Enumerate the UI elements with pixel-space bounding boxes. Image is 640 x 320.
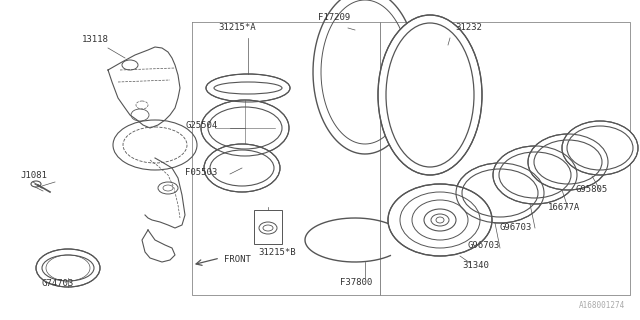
Ellipse shape	[456, 163, 544, 223]
Text: FRONT: FRONT	[224, 255, 251, 265]
Text: 31215*B: 31215*B	[258, 248, 296, 257]
Text: 31340: 31340	[462, 261, 489, 270]
Text: G96703: G96703	[468, 241, 500, 250]
Text: F05503: F05503	[185, 168, 217, 177]
Text: 13118: 13118	[82, 35, 109, 44]
Ellipse shape	[562, 121, 638, 175]
Text: 31232: 31232	[455, 23, 482, 32]
Text: G74703: G74703	[42, 279, 74, 288]
Ellipse shape	[388, 184, 492, 256]
Text: 16677A: 16677A	[548, 203, 580, 212]
Ellipse shape	[528, 134, 608, 190]
Text: F37800: F37800	[340, 278, 372, 287]
Text: J1081: J1081	[20, 171, 47, 180]
Ellipse shape	[378, 15, 482, 175]
Ellipse shape	[493, 146, 577, 204]
Ellipse shape	[36, 249, 100, 287]
Ellipse shape	[206, 74, 290, 102]
Text: A168001274: A168001274	[579, 301, 625, 310]
Text: G96703: G96703	[500, 223, 532, 232]
Text: F17209: F17209	[318, 13, 350, 22]
Text: G25504: G25504	[185, 121, 217, 130]
Bar	[254, 210, 282, 244]
Text: 31215*A: 31215*A	[218, 23, 255, 32]
Text: G95805: G95805	[575, 185, 607, 194]
Ellipse shape	[201, 100, 289, 156]
Ellipse shape	[204, 144, 280, 192]
